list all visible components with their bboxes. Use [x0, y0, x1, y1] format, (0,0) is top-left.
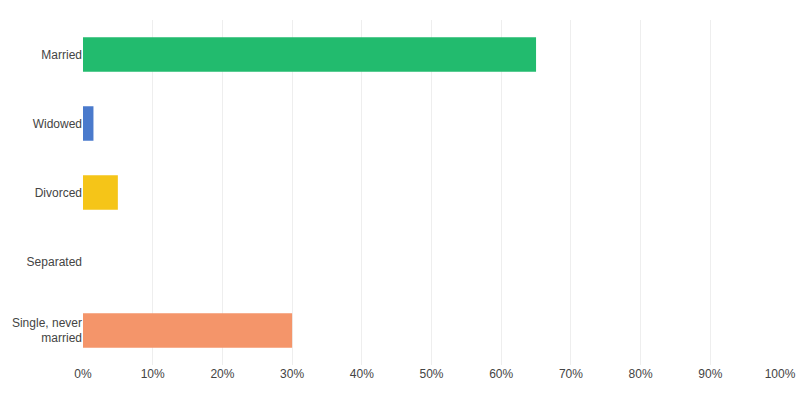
svg-text:Single, nevermarried: Single, nevermarried: [12, 316, 82, 346]
svg-text:100%: 100%: [765, 367, 796, 381]
svg-text:60%: 60%: [489, 367, 513, 381]
svg-text:Divorced: Divorced: [35, 186, 82, 200]
svg-text:80%: 80%: [629, 367, 653, 381]
svg-text:0%: 0%: [74, 367, 92, 381]
svg-text:90%: 90%: [698, 367, 722, 381]
svg-text:50%: 50%: [419, 367, 443, 381]
svg-text:70%: 70%: [559, 367, 583, 381]
svg-text:10%: 10%: [141, 367, 165, 381]
svg-text:20%: 20%: [210, 367, 234, 381]
svg-text:40%: 40%: [350, 367, 374, 381]
svg-text:Separated: Separated: [27, 255, 82, 269]
svg-text:30%: 30%: [280, 367, 304, 381]
svg-text:Widowed: Widowed: [33, 117, 82, 131]
svg-text:Married: Married: [41, 48, 82, 62]
